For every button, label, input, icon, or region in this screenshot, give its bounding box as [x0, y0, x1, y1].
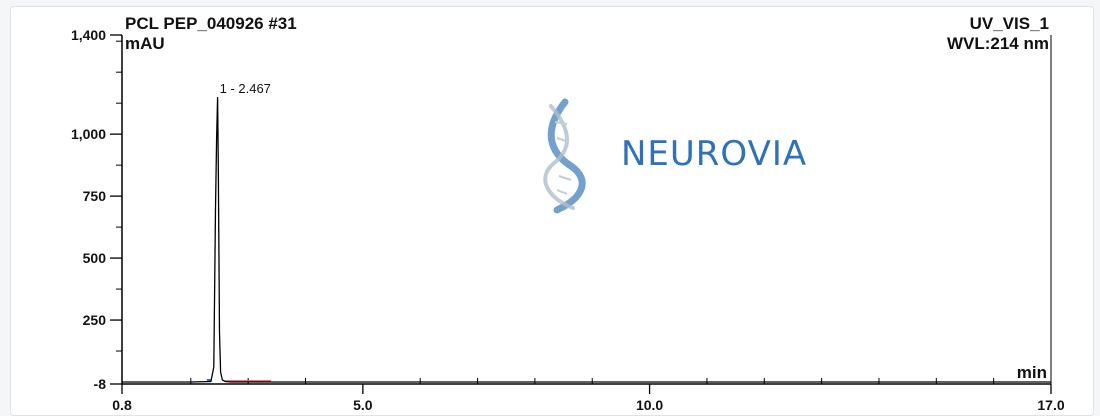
x-tick-label: 10.0 [636, 397, 663, 413]
chromatogram-panel: PCL PEP_040926 #31 UV_VIS_1 mAU WVL:214 … [10, 6, 1094, 416]
y-tick-label: 250 [83, 312, 107, 328]
chromatogram-trace [122, 96, 1051, 383]
y-tick-label: 1,400 [71, 27, 106, 43]
x-tick-label: 17.0 [1037, 397, 1064, 413]
brand-wordmark: NEUROVIA [621, 134, 807, 174]
chromatogram-chart: PCL PEP_040926 #31 UV_VIS_1 mAU WVL:214 … [71, 14, 1065, 413]
y-tick-label: 750 [83, 188, 107, 204]
y-tick-label: 500 [83, 250, 107, 266]
x-tick-label: 0.8 [112, 397, 132, 413]
x-tick-label: 5.0 [353, 397, 373, 413]
dna-helix-logo [543, 98, 586, 214]
y-axis-unit-label: mAU [125, 34, 165, 53]
y-tick-label: 1,000 [71, 126, 106, 142]
channel-label: UV_VIS_1 [970, 14, 1049, 33]
x-axis-unit-label: min [1017, 363, 1047, 382]
chart-title: PCL PEP_040926 #31 [125, 14, 297, 33]
wavelength-label: WVL:214 nm [947, 34, 1049, 53]
y-tick-label: -8 [94, 376, 107, 392]
peak-label: 1 - 2.467 [220, 81, 271, 96]
